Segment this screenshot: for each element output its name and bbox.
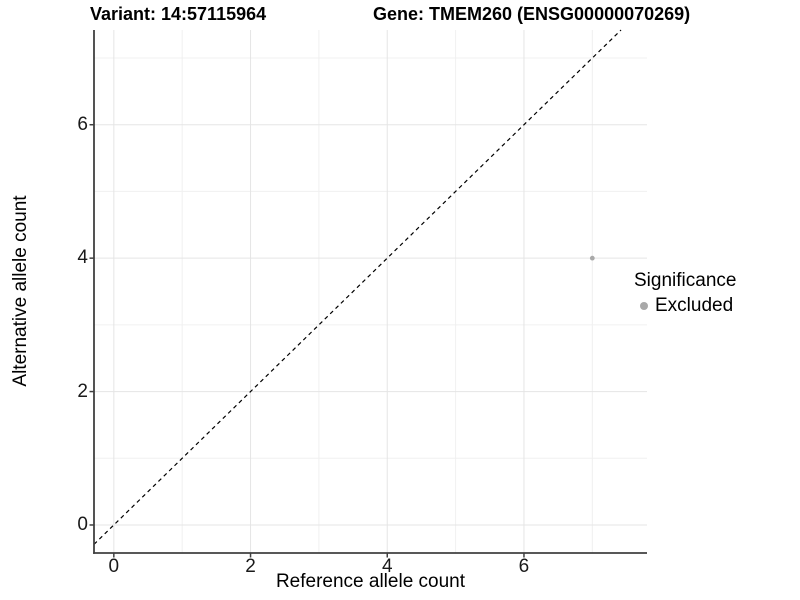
identity-line — [93, 29, 622, 545]
legend-title: Significance — [634, 270, 737, 291]
y-tick-label: 4 — [77, 247, 88, 269]
legend: Significance Excluded — [634, 270, 736, 317]
y-tick-label: 2 — [77, 380, 88, 402]
x-axis-title: Reference allele count — [275, 571, 466, 592]
plot-title-gene: Gene: TMEM260 (ENSG00000070269) — [373, 4, 691, 24]
legend-entry-excluded: Excluded — [634, 295, 736, 317]
legend-entry-label: Excluded — [655, 295, 734, 316]
plot-title-variant: Variant: 14:57115964 — [90, 4, 267, 24]
x-tick-label: 6 — [518, 556, 530, 577]
y-tick-label: 0 — [77, 513, 88, 535]
x-tick-label: 0 — [108, 556, 120, 577]
y-tick-label: 6 — [77, 113, 88, 135]
x-tick-label: 2 — [245, 556, 256, 577]
x-tick-label: 4 — [381, 556, 393, 577]
legend-point-icon — [640, 302, 648, 310]
data-point — [589, 255, 595, 261]
y-axis-title: Alternative allele count — [10, 195, 31, 387]
